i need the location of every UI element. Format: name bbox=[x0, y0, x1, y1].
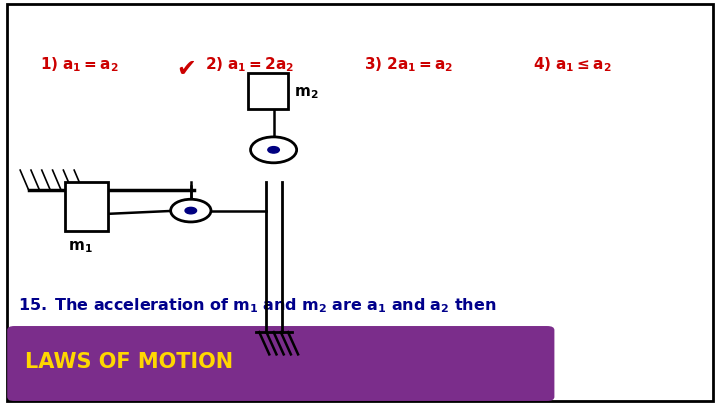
FancyBboxPatch shape bbox=[7, 326, 554, 401]
Circle shape bbox=[268, 147, 279, 153]
Circle shape bbox=[251, 137, 297, 163]
Text: $\mathbf{m_1}$: $\mathbf{m_1}$ bbox=[68, 239, 93, 255]
Text: ✔: ✔ bbox=[176, 57, 196, 81]
Circle shape bbox=[171, 199, 211, 222]
Text: $\mathbf{1)\ a_1 = a_2}$: $\mathbf{1)\ a_1 = a_2}$ bbox=[40, 55, 118, 74]
Text: $\mathbf{2)\ a_1 = 2a_2}$: $\mathbf{2)\ a_1 = 2a_2}$ bbox=[205, 55, 294, 74]
Bar bbox=[65, 182, 108, 231]
Text: $\mathbf{m_2}$: $\mathbf{m_2}$ bbox=[294, 85, 318, 101]
Text: LAWS OF MOTION: LAWS OF MOTION bbox=[25, 352, 233, 373]
Text: $\mathbf{15.\ The\ acceleration\ of\ m_1\ and\ m_2\ are\ a_1\ and\ a_2\ then}$: $\mathbf{15.\ The\ acceleration\ of\ m_1… bbox=[18, 296, 496, 315]
Text: $\mathbf{3)\ 2a_1 = a_2}$: $\mathbf{3)\ 2a_1 = a_2}$ bbox=[364, 55, 453, 74]
FancyBboxPatch shape bbox=[7, 4, 713, 401]
Text: $\mathbf{4)\ a_1 \leq a_2}$: $\mathbf{4)\ a_1 \leq a_2}$ bbox=[533, 55, 611, 74]
Bar bbox=[248, 73, 288, 109]
Circle shape bbox=[185, 207, 197, 214]
